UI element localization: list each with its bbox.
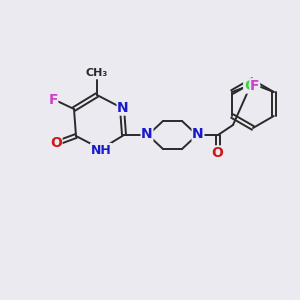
Text: Cl: Cl bbox=[244, 79, 259, 93]
Text: N: N bbox=[117, 101, 129, 115]
Text: CH₃: CH₃ bbox=[86, 68, 108, 78]
Text: F: F bbox=[48, 93, 58, 107]
Text: N: N bbox=[192, 127, 204, 141]
Text: NH: NH bbox=[91, 143, 111, 157]
Text: O: O bbox=[211, 146, 223, 160]
Text: O: O bbox=[50, 136, 62, 150]
Text: F: F bbox=[250, 79, 260, 93]
Text: N: N bbox=[141, 127, 153, 141]
